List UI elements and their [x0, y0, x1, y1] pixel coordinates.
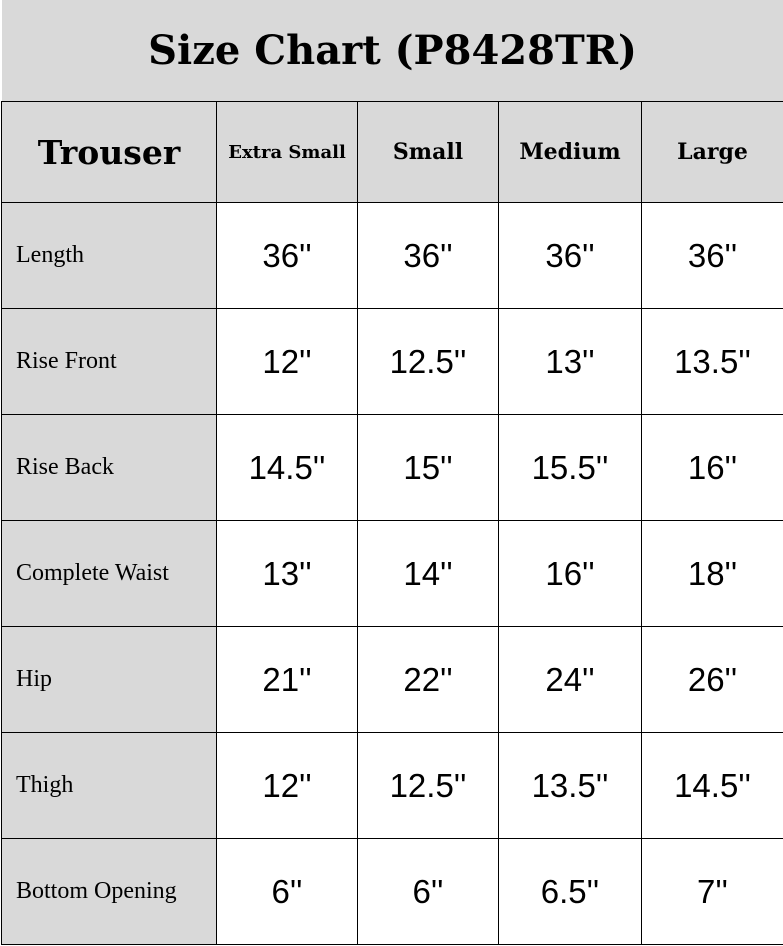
measurement-value: 22'' — [357, 626, 499, 733]
measurement-value: 36'' — [641, 202, 783, 309]
size-header-extra-small: Extra Small — [216, 101, 358, 203]
measurement-value: 6'' — [216, 838, 358, 945]
measurement-label: Rise Front — [1, 308, 217, 415]
measurement-value: 13'' — [216, 520, 358, 627]
measurement-value: 36'' — [498, 202, 642, 309]
measurement-label: Rise Back — [1, 414, 217, 521]
category-header: Trouser — [1, 101, 217, 203]
measurement-value: 15.5'' — [498, 414, 642, 521]
measurement-value: 13'' — [498, 308, 642, 415]
measurement-label: Complete Waist — [1, 520, 217, 627]
size-header-medium: Medium — [498, 101, 642, 203]
table-row: Hip 21'' 22'' 24'' 26'' — [1, 626, 783, 733]
measurement-value: 12'' — [216, 732, 358, 839]
table-row: Rise Front 12'' 12.5'' 13'' 13.5'' — [1, 308, 783, 415]
table-row: Thigh 12'' 12.5'' 13.5'' 14.5'' — [1, 732, 783, 839]
measurement-label: Hip — [1, 626, 217, 733]
measurement-value: 16'' — [641, 414, 783, 521]
measurement-label: Thigh — [1, 732, 217, 839]
measurement-value: 14'' — [357, 520, 499, 627]
measurement-value: 6'' — [357, 838, 499, 945]
measurement-value: 12.5'' — [357, 308, 499, 415]
table-row: Bottom Opening 6'' 6'' 6.5'' 7'' — [1, 838, 783, 945]
measurement-value: 15'' — [357, 414, 499, 521]
measurement-value: 18'' — [641, 520, 783, 627]
measurement-value: 24'' — [498, 626, 642, 733]
table-row: Rise Back 14.5'' 15'' 15.5'' 16'' — [1, 414, 783, 521]
measurement-value: 7'' — [641, 838, 783, 945]
measurement-value: 14.5'' — [641, 732, 783, 839]
measurement-value: 12.5'' — [357, 732, 499, 839]
measurement-label: Bottom Opening — [1, 838, 217, 945]
header-row: Trouser Extra Small Small Medium Large — [1, 101, 783, 203]
measurement-value: 6.5'' — [498, 838, 642, 945]
measurement-value: 14.5'' — [216, 414, 358, 521]
measurement-label: Length — [1, 202, 217, 309]
table-row: Length 36'' 36'' 36'' 36'' — [1, 202, 783, 309]
measurement-value: 36'' — [357, 202, 499, 309]
measurement-value: 36'' — [216, 202, 358, 309]
size-header-small: Small — [357, 101, 499, 203]
table-row: Complete Waist 13'' 14'' 16'' 18'' — [1, 520, 783, 627]
measurement-value: 13.5'' — [498, 732, 642, 839]
measurement-value: 12'' — [216, 308, 358, 415]
size-header-large: Large — [641, 101, 783, 203]
measurement-value: 16'' — [498, 520, 642, 627]
measurement-value: 13.5'' — [641, 308, 783, 415]
measurement-value: 21'' — [216, 626, 358, 733]
measurement-value: 26'' — [641, 626, 783, 733]
chart-title: Size Chart (P8428TR) — [1, 0, 783, 102]
